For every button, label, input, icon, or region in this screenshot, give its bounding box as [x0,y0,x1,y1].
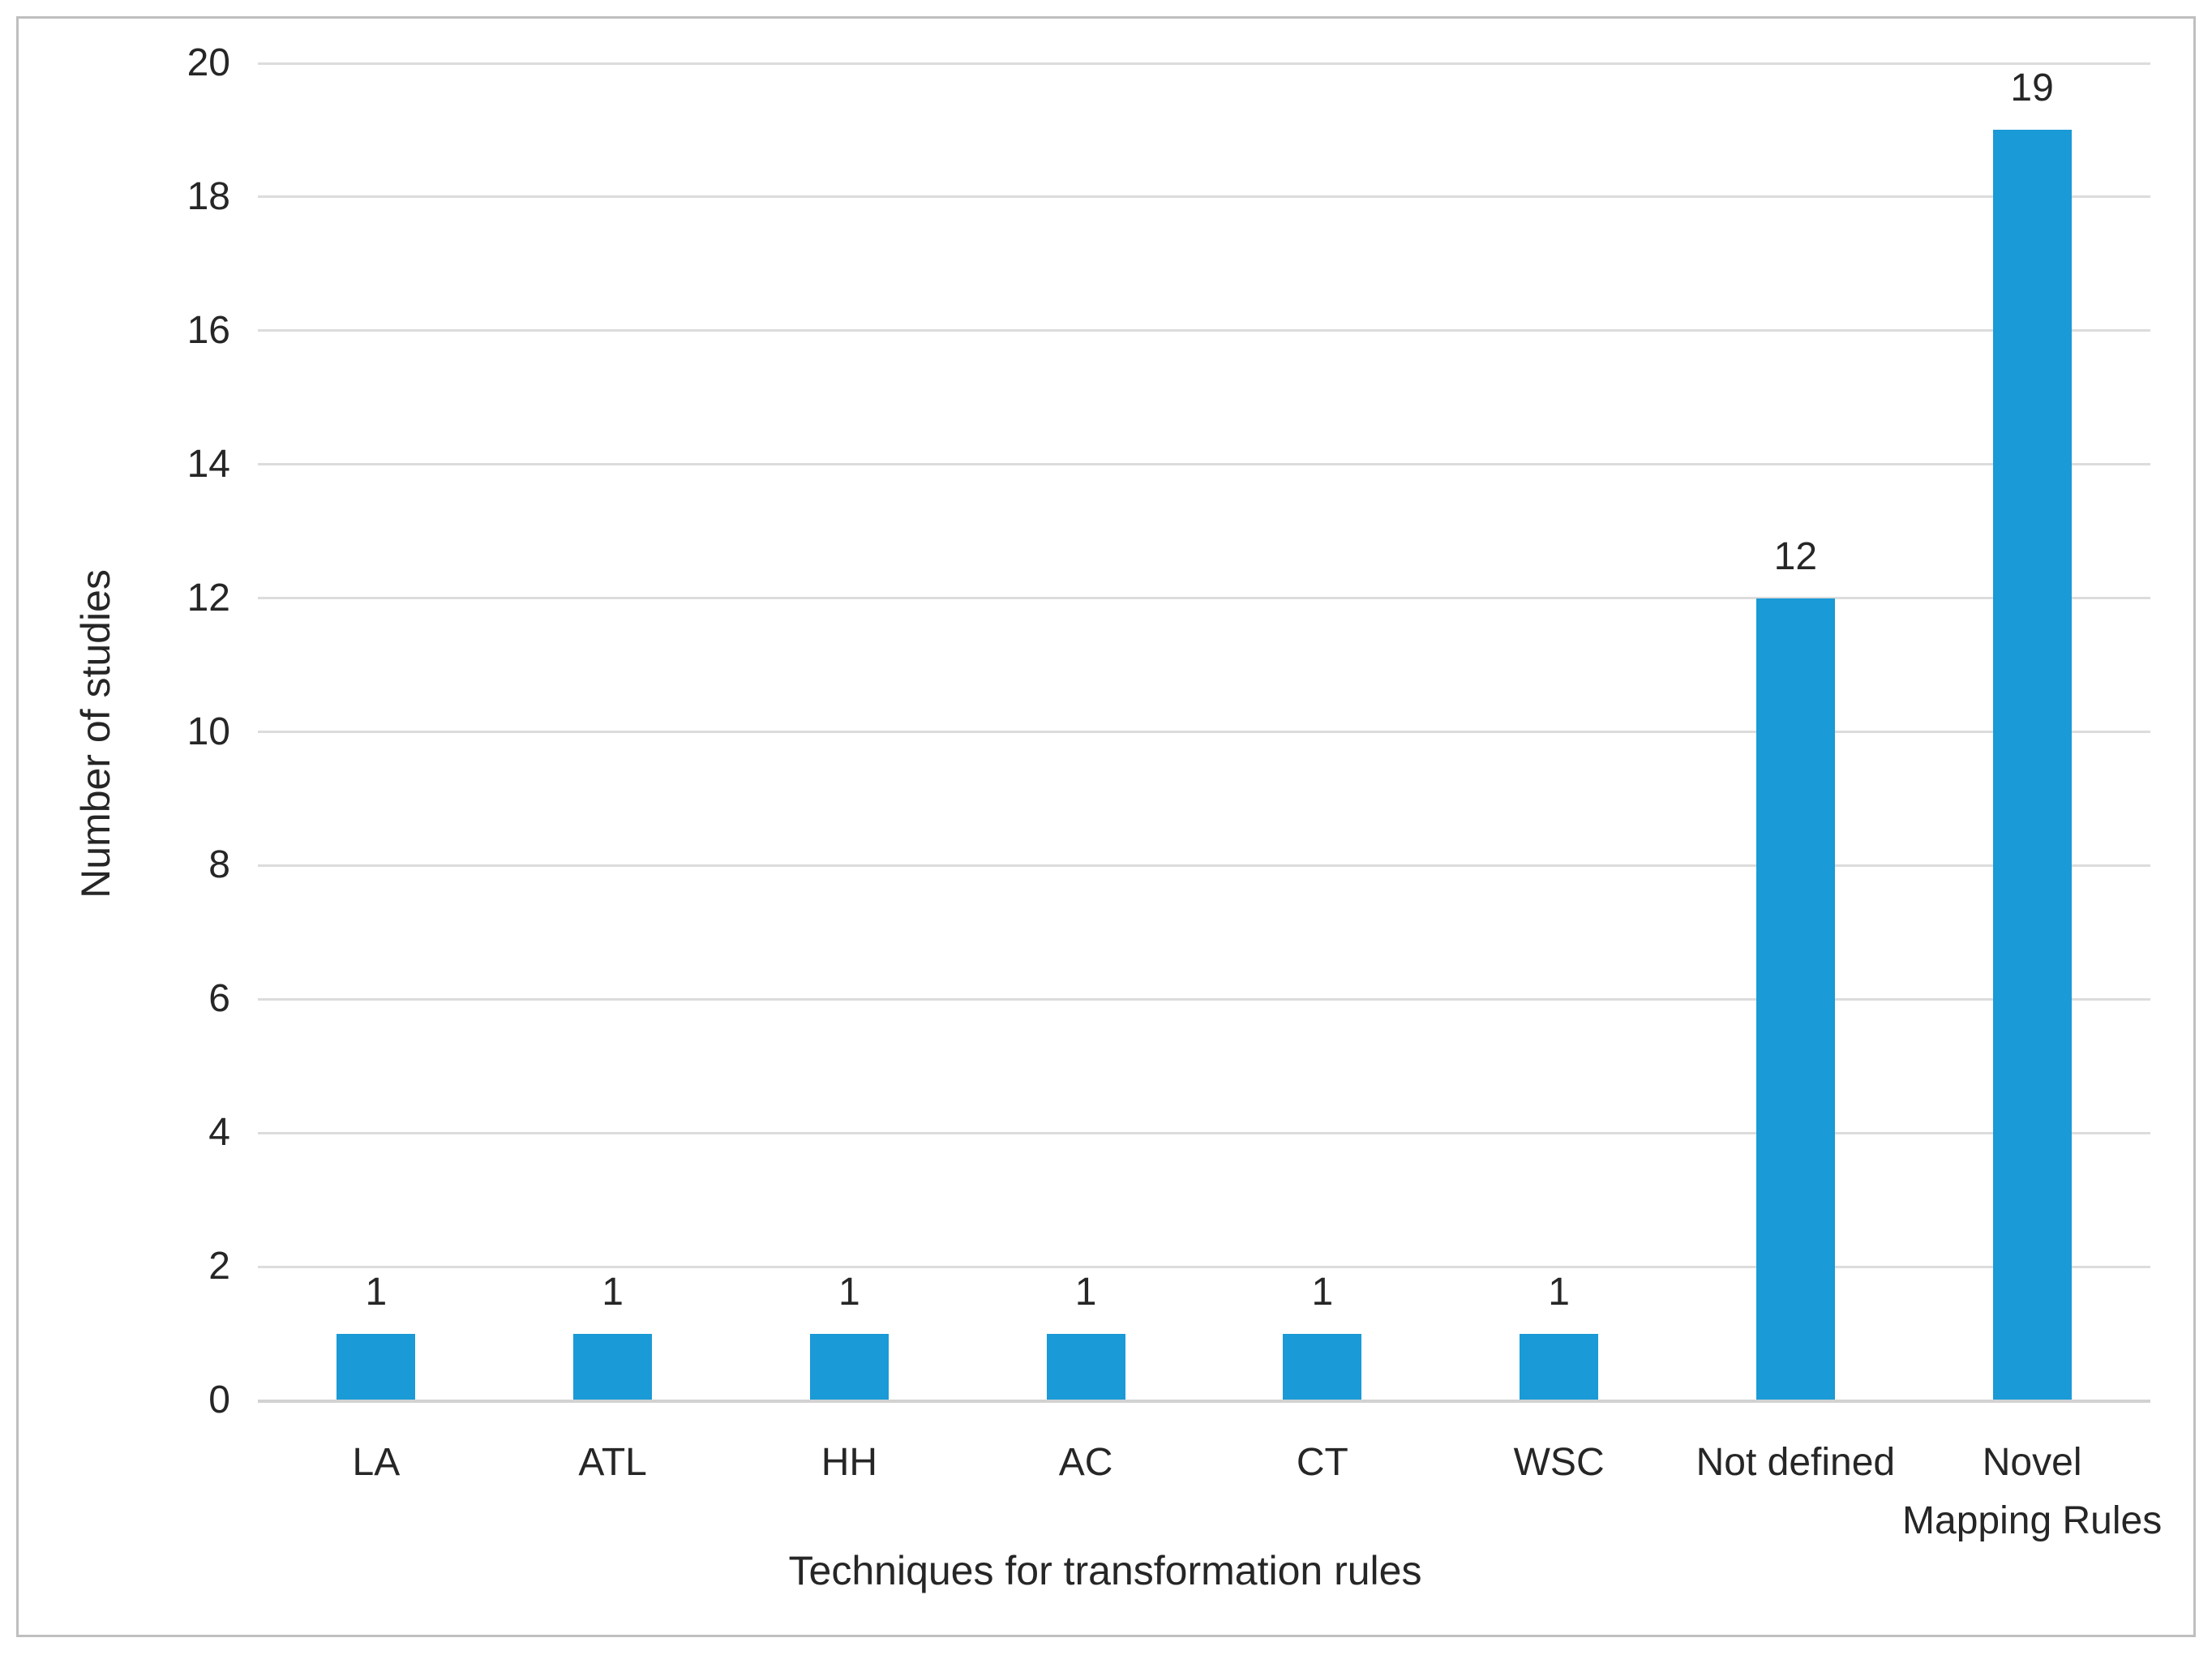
bar-value-label: 1 [838,1270,860,1314]
x-category-label: ATL [475,1434,751,1492]
x-category-label: AC [948,1434,1224,1492]
bar [809,1333,889,1400]
bar [1046,1333,1125,1400]
y-tick-label: 6 [208,977,230,1021]
bar-value-label: 1 [1074,1270,1097,1314]
h-gridline [258,463,2150,466]
h-gridline [258,1265,2150,1268]
bar-value-label: 19 [2010,66,2054,110]
x-category-label-line: CT [1296,1441,1348,1484]
bar [1755,598,1835,1400]
bar [337,1333,416,1400]
bar-value-label: 1 [1548,1270,1570,1314]
y-tick-label: 20 [186,41,230,84]
h-gridline [258,329,2150,332]
h-gridline [258,195,2150,199]
y-tick-label: 0 [208,1378,230,1421]
h-gridline [258,864,2150,867]
y-tick-label: 2 [208,1245,230,1288]
x-category-label-line: AC [1058,1441,1113,1484]
h-gridline [258,731,2150,733]
bar-value-label: 1 [365,1270,388,1314]
x-category-label-line: HH [821,1441,878,1484]
x-category-label-line: Novel [1982,1441,2082,1484]
x-category-label-line: Not defined [1695,1441,1896,1484]
y-tick-label: 10 [186,710,230,753]
bar [1283,1333,1362,1400]
x-category-label-line: ATL [578,1441,647,1484]
x-category-label: CT [1185,1434,1460,1492]
bar [1520,1333,1599,1400]
y-axis-title: Number of studies [73,569,118,898]
x-category-label: HH [711,1434,987,1492]
bar-value-label: 1 [602,1270,624,1314]
plot-area [260,66,2153,1403]
bar-value-label: 12 [1773,534,1818,578]
x-category-label-line: LA [352,1441,401,1484]
x-category-label-line: Mapping Rules [1902,1499,2163,1542]
h-gridline [258,997,2150,1001]
x-axis-title: Techniques for transformation rules [788,1548,1422,1593]
y-tick-label: 16 [186,308,230,352]
x-category-label: Not defined [1657,1434,1933,1492]
h-gridline [258,1131,2150,1134]
y-tick-label: 12 [186,576,230,620]
bar [1992,130,2072,1400]
h-gridline [258,597,2150,600]
h-gridline [258,62,2150,65]
x-category-label: Novel Mapping Rules [1894,1434,2170,1550]
bar-value-label: 1 [1311,1270,1334,1314]
y-tick-label: 4 [208,1111,230,1155]
x-category-label: WSC [1421,1434,1697,1492]
x-axis-line [258,1399,2150,1403]
y-tick-label: 8 [208,843,230,887]
y-tick-label: 18 [186,174,230,218]
bar [573,1333,653,1400]
y-tick-label: 14 [186,442,230,486]
x-category-label-line: WSC [1513,1441,1605,1484]
x-category-label: LA [238,1434,514,1492]
